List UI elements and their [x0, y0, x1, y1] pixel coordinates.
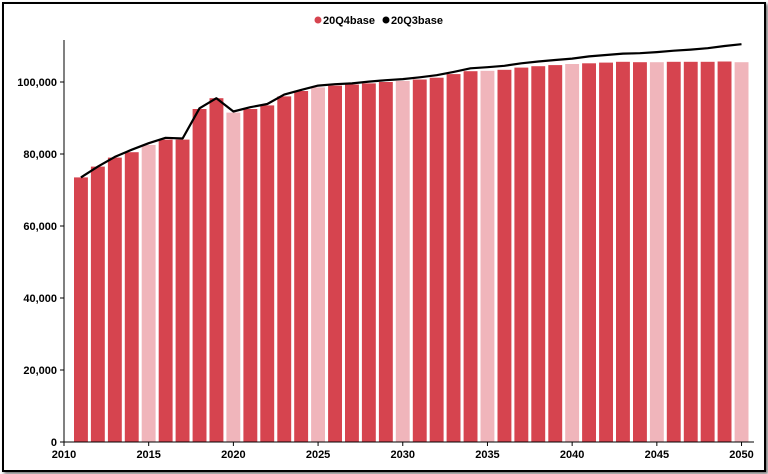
bar-2026: [328, 85, 342, 442]
x-tick-label: 2035: [475, 449, 499, 461]
x-tick-label: 2015: [136, 449, 160, 461]
bar-2019: [209, 98, 224, 442]
x-tick-label: 2045: [645, 449, 669, 461]
bar-2031: [412, 79, 427, 442]
bar-2015: [141, 145, 156, 442]
legend: 20Q4base 20Q3base: [314, 15, 443, 27]
x-tick-label: 2025: [306, 449, 330, 461]
line-series-20q3base: [80, 43, 742, 179]
bar-series-20q4base: [74, 61, 749, 443]
x-tick-label: 2030: [391, 449, 415, 461]
legend-marker-20q4base: [314, 16, 322, 24]
y-tick-label: 80,000: [23, 149, 57, 161]
bar-2025: [311, 87, 325, 443]
x-tick-label: 2050: [729, 449, 753, 461]
legend-label-20q3base: 20Q3base: [391, 15, 443, 27]
legend-marker-20q3base: [382, 16, 390, 24]
bar-2033: [446, 74, 461, 442]
bar-2037: [514, 67, 529, 442]
x-tick-label: 2020: [221, 449, 245, 461]
bar-2024: [294, 91, 309, 442]
bar-2029: [378, 82, 393, 442]
x-tick-label: 2040: [560, 449, 584, 461]
bar-2027: [345, 84, 359, 442]
bar-2048: [700, 61, 715, 443]
bar-2030: [395, 80, 410, 443]
bar-2039: [548, 65, 563, 442]
bar-2050: [734, 62, 749, 442]
bar-2040: [565, 64, 580, 442]
bar-2046: [666, 61, 681, 443]
bar-2032: [429, 77, 444, 442]
bar-2049: [717, 61, 732, 442]
y-tick-label: 60,000: [23, 221, 57, 233]
bar-2017: [175, 139, 190, 442]
bar-2016: [158, 139, 173, 442]
bar-2042: [599, 62, 613, 442]
bar-2020: [226, 112, 241, 442]
bar-2021: [243, 109, 258, 442]
bar-2014: [124, 152, 139, 442]
bar-2011: [74, 177, 88, 442]
y-tick-label: 0: [51, 437, 57, 449]
bar-2044: [633, 62, 647, 442]
bar-2041: [582, 63, 596, 443]
bar-2036: [497, 69, 512, 443]
bar-2023: [277, 96, 292, 443]
bar-2018: [192, 109, 207, 442]
bar-2043: [616, 61, 630, 443]
bar-2028: [361, 83, 376, 443]
bar-2013: [107, 157, 122, 442]
bar-2022: [260, 105, 275, 443]
bar-2045: [649, 62, 664, 442]
x-tick-label: 2010: [52, 449, 76, 461]
y-tick-label: 40,000: [23, 293, 57, 305]
legend-label-20q4base: 20Q4base: [323, 15, 375, 27]
bar-2047: [683, 61, 698, 443]
bar-2012: [90, 166, 105, 442]
bar-2038: [531, 66, 546, 442]
y-tick-label: 20,000: [23, 365, 57, 377]
bar-2035: [480, 70, 495, 443]
y-tick-label: 100,000: [17, 77, 57, 89]
bar-2034: [463, 71, 478, 442]
